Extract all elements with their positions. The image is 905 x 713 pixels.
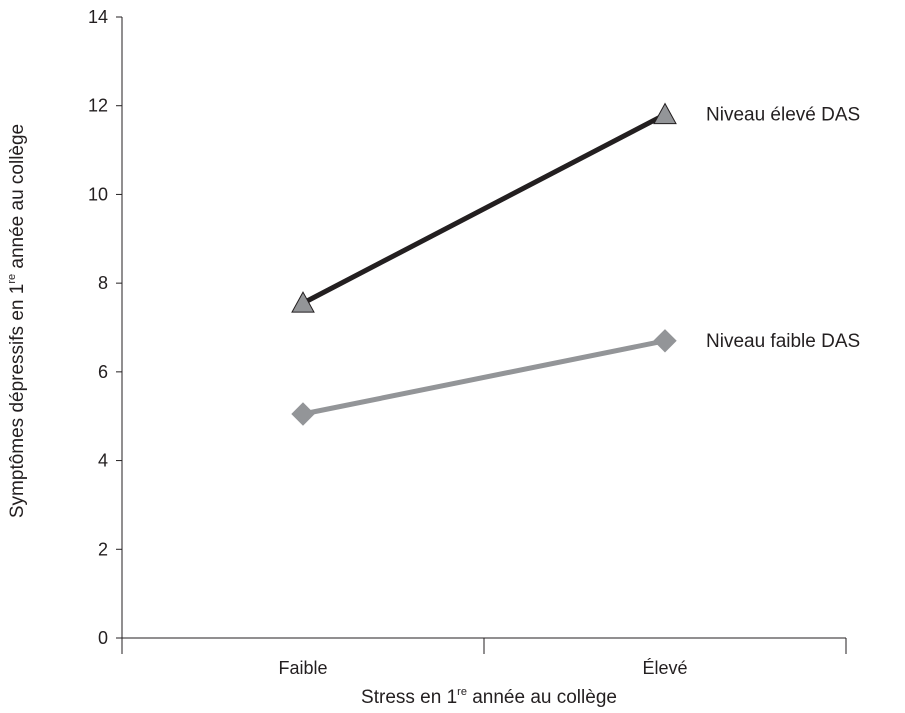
y-tick-label-8: 8 — [98, 273, 108, 293]
diamond-marker-1-0 — [291, 402, 315, 426]
y-axis-title: Symptômes dépressifs en 1re année au col… — [6, 124, 28, 518]
y-tick-label-4: 4 — [98, 451, 108, 471]
y-tick-label-2: 2 — [98, 539, 108, 559]
triangle-marker-0-1 — [653, 102, 677, 125]
y-tick-label-10: 10 — [88, 184, 108, 204]
y-tick-label-14: 14 — [88, 7, 108, 27]
x-axis-title: Stress en 1re année au collège — [361, 686, 617, 708]
series-line-0 — [301, 112, 667, 306]
y-tick-label-0: 0 — [98, 628, 108, 648]
diamond-marker-1-1 — [653, 329, 677, 353]
series-label-0: Niveau élevé DAS — [706, 105, 860, 126]
series-group: Niveau élevé DAS Niveau faible DAS — [291, 102, 860, 426]
triangle-marker-0-0 — [291, 291, 315, 313]
x-tick-label-0: Faible — [278, 658, 327, 678]
x-tick-label-1: Élevé — [642, 658, 687, 678]
y-tick-label-12: 12 — [88, 96, 108, 116]
series-line-1 — [302, 338, 666, 417]
y-axis: 0 2 4 6 8 10 12 14 — [88, 7, 123, 648]
series-label-1: Niveau faible DAS — [706, 331, 860, 352]
x-axis: Faible Élevé — [121, 637, 847, 678]
y-tick-label-6: 6 — [98, 362, 108, 382]
